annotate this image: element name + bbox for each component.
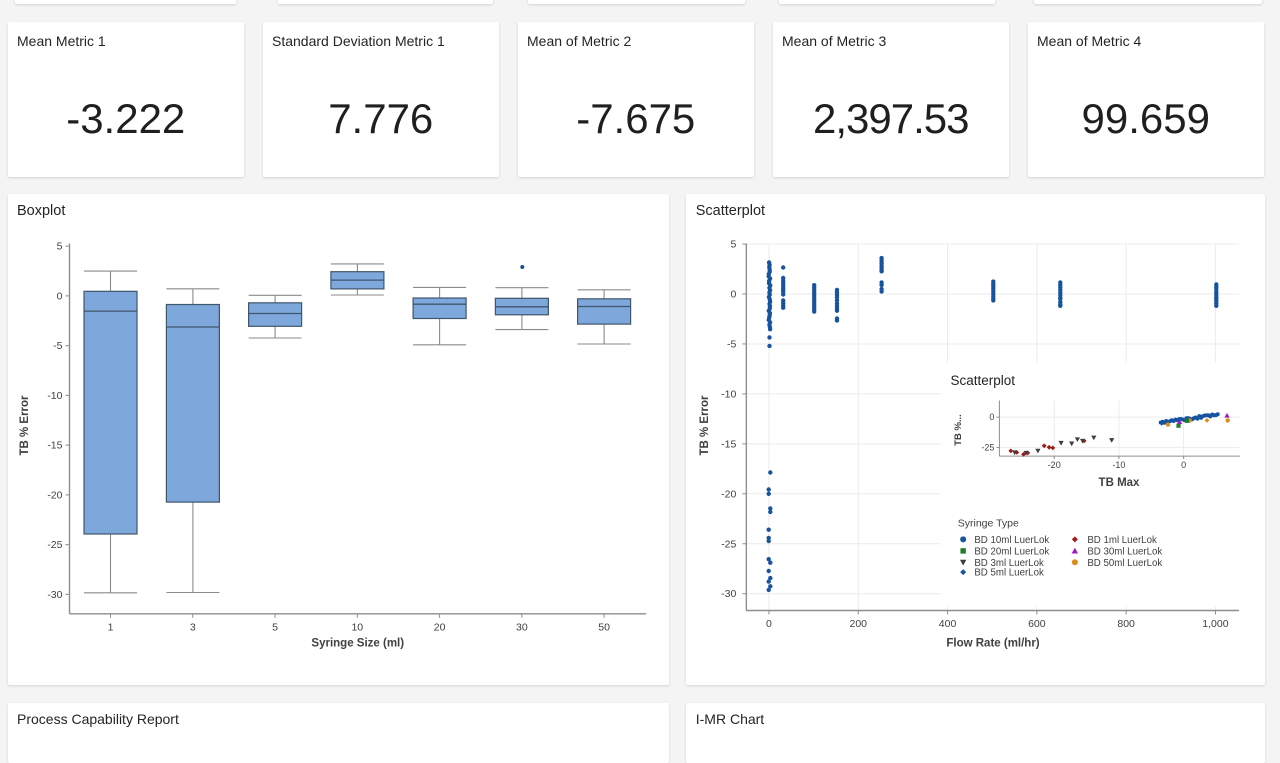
svg-text:5: 5 (731, 238, 737, 250)
svg-text:-5: -5 (727, 338, 736, 350)
svg-text:-20: -20 (1048, 460, 1061, 470)
svg-text:-20: -20 (47, 489, 62, 501)
svg-text:1: 1 (107, 621, 113, 633)
svg-text:-15: -15 (47, 439, 62, 451)
svg-text:5: 5 (56, 240, 62, 252)
svg-text:Syringe Size (ml): Syringe Size (ml) (311, 637, 404, 649)
svg-text:-30: -30 (47, 588, 62, 600)
svg-text:3: 3 (189, 621, 195, 633)
svg-text:0: 0 (990, 412, 995, 422)
svg-text:BD 30ml LuerLok: BD 30ml LuerLok (1088, 546, 1163, 557)
svg-text:-10: -10 (47, 389, 62, 401)
svg-text:30: 30 (516, 621, 528, 633)
svg-text:0: 0 (731, 288, 737, 300)
svg-text:600: 600 (1028, 618, 1046, 630)
svg-text:BD 50ml LuerLok: BD 50ml LuerLok (1088, 557, 1163, 568)
svg-text:-25: -25 (47, 539, 62, 551)
svg-text:0: 0 (1181, 460, 1186, 470)
svg-text:0: 0 (766, 618, 772, 630)
svg-text:Flow Rate (ml/hr): Flow Rate (ml/hr) (947, 637, 1040, 649)
svg-text:Syringe Type: Syringe Type (958, 517, 1019, 529)
svg-text:-30: -30 (721, 588, 736, 600)
svg-text:800: 800 (1118, 618, 1136, 630)
svg-text:BD 10ml LuerLok: BD 10ml LuerLok (975, 534, 1050, 545)
svg-text:Scatterplot: Scatterplot (951, 372, 1016, 387)
svg-text:BD 1ml LuerLok: BD 1ml LuerLok (1088, 534, 1158, 545)
svg-text:400: 400 (939, 618, 957, 630)
svg-text:-20: -20 (721, 488, 736, 500)
svg-text:50: 50 (598, 621, 610, 633)
svg-text:BD 20ml LuerLok: BD 20ml LuerLok (975, 546, 1050, 557)
svg-text:-25: -25 (982, 442, 995, 452)
svg-text:-15: -15 (721, 438, 736, 450)
svg-text:5: 5 (272, 621, 278, 633)
svg-text:TB % Error: TB % Error (699, 394, 711, 455)
svg-text:200: 200 (850, 618, 868, 630)
svg-text:1,000: 1,000 (1203, 618, 1229, 630)
svg-text:-10: -10 (1113, 460, 1126, 470)
svg-text:BD 3ml LuerLok: BD 3ml LuerLok (975, 557, 1045, 568)
svg-text:-25: -25 (721, 538, 736, 550)
svg-text:-5: -5 (53, 340, 62, 352)
svg-text:TB %...: TB %... (953, 414, 964, 446)
svg-text:BD 5ml LuerLok: BD 5ml LuerLok (975, 567, 1045, 578)
svg-text:0: 0 (56, 290, 62, 302)
svg-text:10: 10 (351, 621, 363, 633)
svg-text:TB % Error: TB % Error (19, 394, 31, 455)
svg-text:20: 20 (433, 621, 445, 633)
svg-text:TB Max: TB Max (1099, 477, 1141, 489)
svg-text:-10: -10 (721, 388, 736, 400)
